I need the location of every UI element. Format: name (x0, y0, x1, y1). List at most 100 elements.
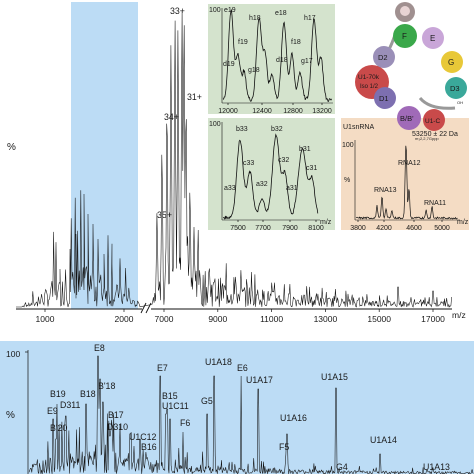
inset-a: 100 12000 12400 12800 13200 e19 h18 e18 h17… (208, 4, 335, 115)
label-b18: B18 (80, 389, 96, 399)
peak-label-34: 34+ (164, 112, 179, 122)
inset-c-title: U1snRNA (343, 124, 374, 131)
label-f6: F6 (180, 418, 190, 428)
label-g4: G4 (336, 462, 348, 472)
label-a32: a32 (256, 181, 268, 188)
subunit-bb (397, 106, 421, 130)
overview-x-tick-right-2: 11000 (260, 314, 283, 324)
inset-b-x-tick-1: 7700 (255, 225, 271, 232)
inset-a-trace (222, 9, 332, 102)
label-u1a17: U1A17 (246, 375, 273, 385)
overview-trace (16, 10, 452, 308)
label-b17: B17 (108, 410, 124, 420)
inset-b-x-unit: m/z (320, 219, 332, 226)
label-iso: Iso 1/2 (360, 84, 379, 90)
label-f18: f18 (291, 39, 301, 46)
label-f19: f19 (238, 39, 248, 46)
label-b31: b31 (299, 146, 311, 153)
inset-b-x-ticks: 7500 7700 7900 8100 (230, 220, 324, 232)
label-h17: h17 (304, 15, 316, 22)
inset-a-x-tick-3: 13200 (312, 108, 332, 115)
peak-label-35: 35+ (157, 210, 172, 220)
label-b33: b33 (236, 126, 248, 133)
overview-panel: % 1000 2000 7000 9000 11000 13000 15000 17000 m… (7, 2, 466, 324)
label-d1: D1 (379, 94, 389, 103)
label-e18: e18 (275, 10, 287, 17)
label-u1a16: U1A16 (280, 413, 307, 423)
subunit-d1 (374, 87, 396, 109)
overview-x-tick-right-1: 9000 (208, 314, 227, 324)
overview-x-tick-right-4: 15000 (367, 314, 391, 324)
bottom-y-label: % (6, 410, 15, 421)
overview-y-label: % (7, 142, 16, 153)
inset-a-x-tick-0: 12000 (218, 108, 238, 115)
highlight-region (71, 2, 138, 309)
label-oh: OH (457, 100, 463, 105)
label-u1c12: U1C12 (129, 432, 156, 442)
axis-break (140, 302, 152, 314)
overview-x-tick-right-5: 17000 (421, 314, 445, 324)
inset-a-background (208, 4, 335, 114)
label-b15: B15 (162, 391, 178, 401)
label-u1a13: U1A13 (423, 462, 450, 472)
label-h18: h18 (249, 15, 261, 22)
label-cap: m₃2,2,7Gppp (415, 136, 439, 141)
label-c32: c32 (278, 157, 289, 164)
subunit-u1c (423, 109, 445, 131)
complex-diagram: U1-70k Iso 1/2 F E G D2 D1 D3 B/B' U1-C … (355, 2, 467, 141)
overview-x-ticks: 1000 2000 7000 9000 11000 13000 15000 17000 (36, 309, 445, 324)
label-bp18: B'18 (98, 381, 115, 391)
label-d18: d18 (276, 57, 288, 64)
label-b32: b32 (271, 126, 283, 133)
label-g: G (448, 58, 454, 67)
inset-c: U1snRNA 53250 ± 22 Da 100 % 3800 4200 4600… (341, 118, 469, 232)
bottom-trace (28, 355, 474, 474)
inset-c-y-label: % (344, 177, 350, 184)
label-rna13: RNA13 (374, 187, 397, 194)
label-a33: a33 (224, 185, 236, 192)
overview-x-tick-left-0: 1000 (36, 314, 55, 324)
subunit-d2 (373, 46, 395, 68)
inset-a-x-tick-1: 12400 (252, 108, 272, 115)
inset-c-x-unit: m/z (457, 219, 469, 226)
label-e: E (430, 34, 435, 43)
label-g17: g17 (301, 58, 313, 65)
label-c33: c33 (243, 160, 254, 167)
label-d2: D2 (378, 53, 388, 62)
overview-x-tick-right-0: 7000 (155, 314, 174, 324)
label-u1c: U1-C (425, 118, 440, 125)
subunit-d3 (445, 77, 467, 99)
label-u1-70k: U1-70k (358, 74, 380, 81)
label-d3: D3 (450, 84, 460, 93)
label-g5: G5 (201, 396, 213, 406)
label-e7: E7 (157, 363, 168, 373)
label-e19: e19 (224, 7, 236, 14)
inset-b-y-top: 100 (209, 121, 221, 128)
inset-a-x-tick-2: 12800 (283, 108, 303, 115)
inset-b-trace (222, 133, 319, 221)
inset-c-trace (355, 145, 458, 220)
bottom-y-top: 100 (6, 349, 20, 359)
label-b16: B16 (141, 442, 157, 452)
label-e8: E8 (94, 343, 105, 353)
label-d19: d19 (223, 61, 235, 68)
label-d311: D311 (60, 400, 80, 410)
bottom-panel: 100 % E8 E7 E6 U1A18 U1A17 U1A15 B19 B18… (0, 341, 474, 474)
inset-a-x-ticks: 12000 12400 12800 13200 (218, 103, 332, 115)
label-u1a15: U1A15 (321, 372, 348, 382)
label-e9: E9 (47, 406, 58, 416)
inset-b-x-tick-3: 8100 (308, 225, 324, 232)
peak-label-33: 33+ (170, 6, 185, 16)
inset-c-x-tick-0: 3800 (350, 225, 366, 232)
label-bp20: B'20 (50, 423, 67, 433)
subunit-e (422, 27, 444, 49)
label-c31: c31 (306, 165, 317, 172)
inset-c-x-tick-1: 4200 (376, 225, 392, 232)
inset-b-background (208, 118, 335, 230)
inset-c-x-tick-3: 5000 (434, 225, 450, 232)
inset-b: 100 7500 7700 7900 8100 m/z b33 b32 b31 c33… (208, 118, 335, 232)
label-d310: D310 (107, 422, 128, 432)
subunit-f (393, 24, 417, 48)
label-u1a14: U1A14 (370, 435, 397, 445)
peak-label-31: 31+ (187, 92, 202, 102)
